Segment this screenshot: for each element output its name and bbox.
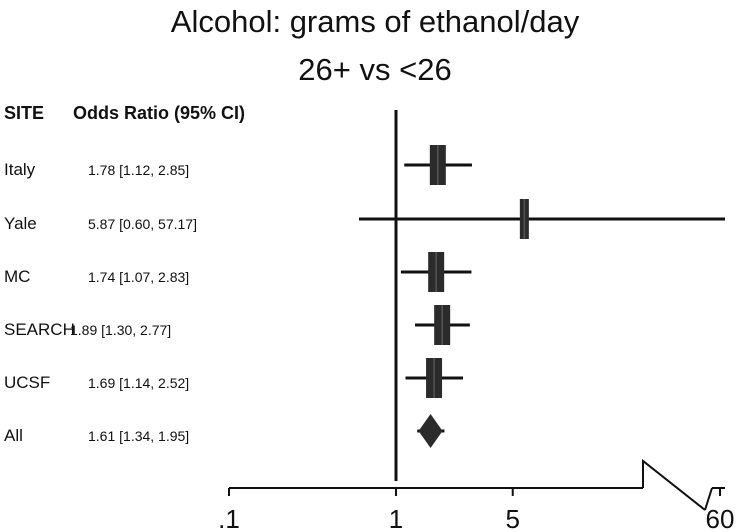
odds-ratio-ci-text: 1.89 [1.30, 2.77]: [70, 322, 172, 338]
odds-ratio-ci-text: 1.69 [1.14, 2.52]: [88, 375, 190, 391]
x-tick-label: 1: [389, 504, 403, 532]
odds-ratio-ci-text: 1.61 [1.34, 1.95]: [88, 428, 190, 444]
column-header-odds-ratio: Odds Ratio (95% CI): [73, 103, 246, 123]
x-tick-label: 60: [706, 504, 735, 532]
site-label: SEARCH: [4, 320, 75, 339]
odds-ratio-ci-text: 1.74 [1.07, 2.83]: [88, 269, 190, 285]
chart-title-line1: Alcohol: grams of ethanol/day: [170, 4, 580, 39]
site-label: All: [4, 426, 23, 445]
x-tick-label: 5: [505, 504, 519, 532]
column-header-site: SITE: [4, 103, 45, 123]
axis-break-mark: [642, 458, 706, 511]
site-label: MC: [4, 267, 31, 286]
pooled-estimate-diamond: [418, 414, 443, 448]
odds-ratio-ci-text: 5.87 [0.60, 57.17]: [88, 216, 197, 232]
chart-title-line2: 26+ vs <26: [298, 52, 452, 87]
site-label: Italy: [4, 160, 36, 179]
site-label: UCSF: [4, 373, 51, 392]
odds-ratio-ci-text: 1.78 [1.12, 2.85]: [88, 162, 190, 178]
site-label: Yale: [4, 214, 37, 233]
axis-break-mark: [704, 487, 713, 511]
x-tick-label: .1: [218, 504, 240, 532]
